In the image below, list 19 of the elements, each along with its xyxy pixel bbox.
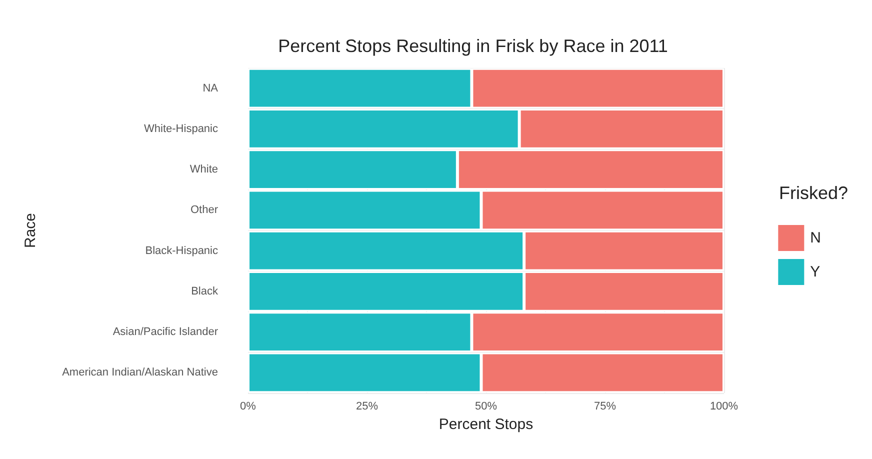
legend-title: Frisked?	[778, 183, 848, 203]
legend-label: N	[810, 230, 822, 246]
y-tick-label: White	[190, 164, 218, 176]
y-tick-label: Black	[191, 285, 218, 298]
x-tick-label: 100%	[710, 400, 738, 412]
chart-title: Percent Stops Resulting in Frisk by Race in 2011	[278, 36, 668, 56]
x-tick-label: 50%	[474, 400, 498, 412]
x-tick-label: 25%	[356, 400, 378, 412]
y-tick-label: White-Hispanic	[144, 122, 218, 135]
y-tick-label: NA	[202, 82, 219, 94]
y-tick-label: Other	[190, 204, 218, 216]
x-tick-label: 75%	[594, 400, 616, 412]
x-axis-title: Percent Stops	[438, 416, 534, 433]
x-tick-label: 0%	[240, 400, 256, 412]
y-tick-label: Black-Hispanic	[145, 244, 218, 257]
y-tick-label: Asian/Pacific Islander	[112, 326, 218, 338]
legend-label: Y	[810, 264, 820, 280]
y-axis-title: Race	[22, 212, 39, 248]
y-tick-label: American Indian/Alaskan Native	[62, 366, 218, 379]
